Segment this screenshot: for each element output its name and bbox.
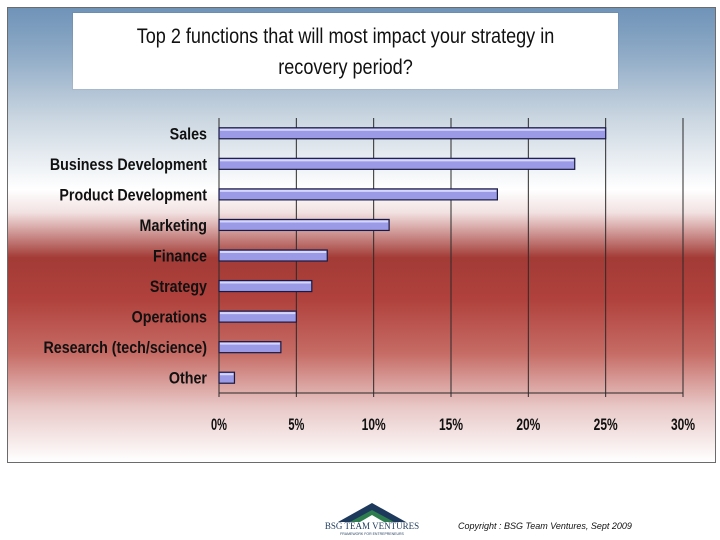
x-tick-label: 30% [671,415,695,434]
category-label: Strategy [150,277,208,296]
x-tick-labels: 0% 5% 10% 15% 20% 25% 30% [211,415,695,434]
x-tick-label: 0% [211,415,227,434]
copyright-text: Copyright : BSG Team Ventures, Sept 2009 [458,521,632,531]
category-label: Finance [153,247,207,266]
bar [218,188,498,201]
x-tick-label: 25% [594,415,618,434]
bar [218,249,328,262]
logo-tagline: FRAMEWORK FOR ENTREPRENEURS [340,532,404,536]
x-tick-label: 15% [439,415,463,434]
category-label: Operations [132,308,207,327]
category-label: Research (tech/science) [43,338,207,357]
bar [218,310,297,323]
x-tick-label: 5% [288,415,304,434]
category-label: Other [169,369,207,388]
chart-title-box: Top 2 functions that will most impact yo… [73,13,618,89]
bars [218,127,607,384]
bsg-logo-icon: BSG TEAM VENTURES FRAMEWORK FOR ENTREPRE… [325,503,419,536]
category-label: Sales [170,124,207,143]
x-tick-label: 10% [362,415,386,434]
bar [218,371,236,384]
bar [218,341,282,354]
bar [218,279,313,293]
bar [218,218,390,232]
category-label: Marketing [140,216,207,235]
bar [218,157,576,170]
logo-text: BSG TEAM VENTURES [325,521,419,531]
x-tick-label: 20% [516,415,540,434]
bar-chart: Sales Business Development Product Develop… [43,118,695,434]
category-labels: Sales Business Development Product Develop… [43,124,207,387]
chart-title: Top 2 functions that will most impact yo… [136,25,555,79]
bar [218,127,607,140]
category-label: Product Development [59,185,207,204]
category-label: Business Development [50,155,207,174]
